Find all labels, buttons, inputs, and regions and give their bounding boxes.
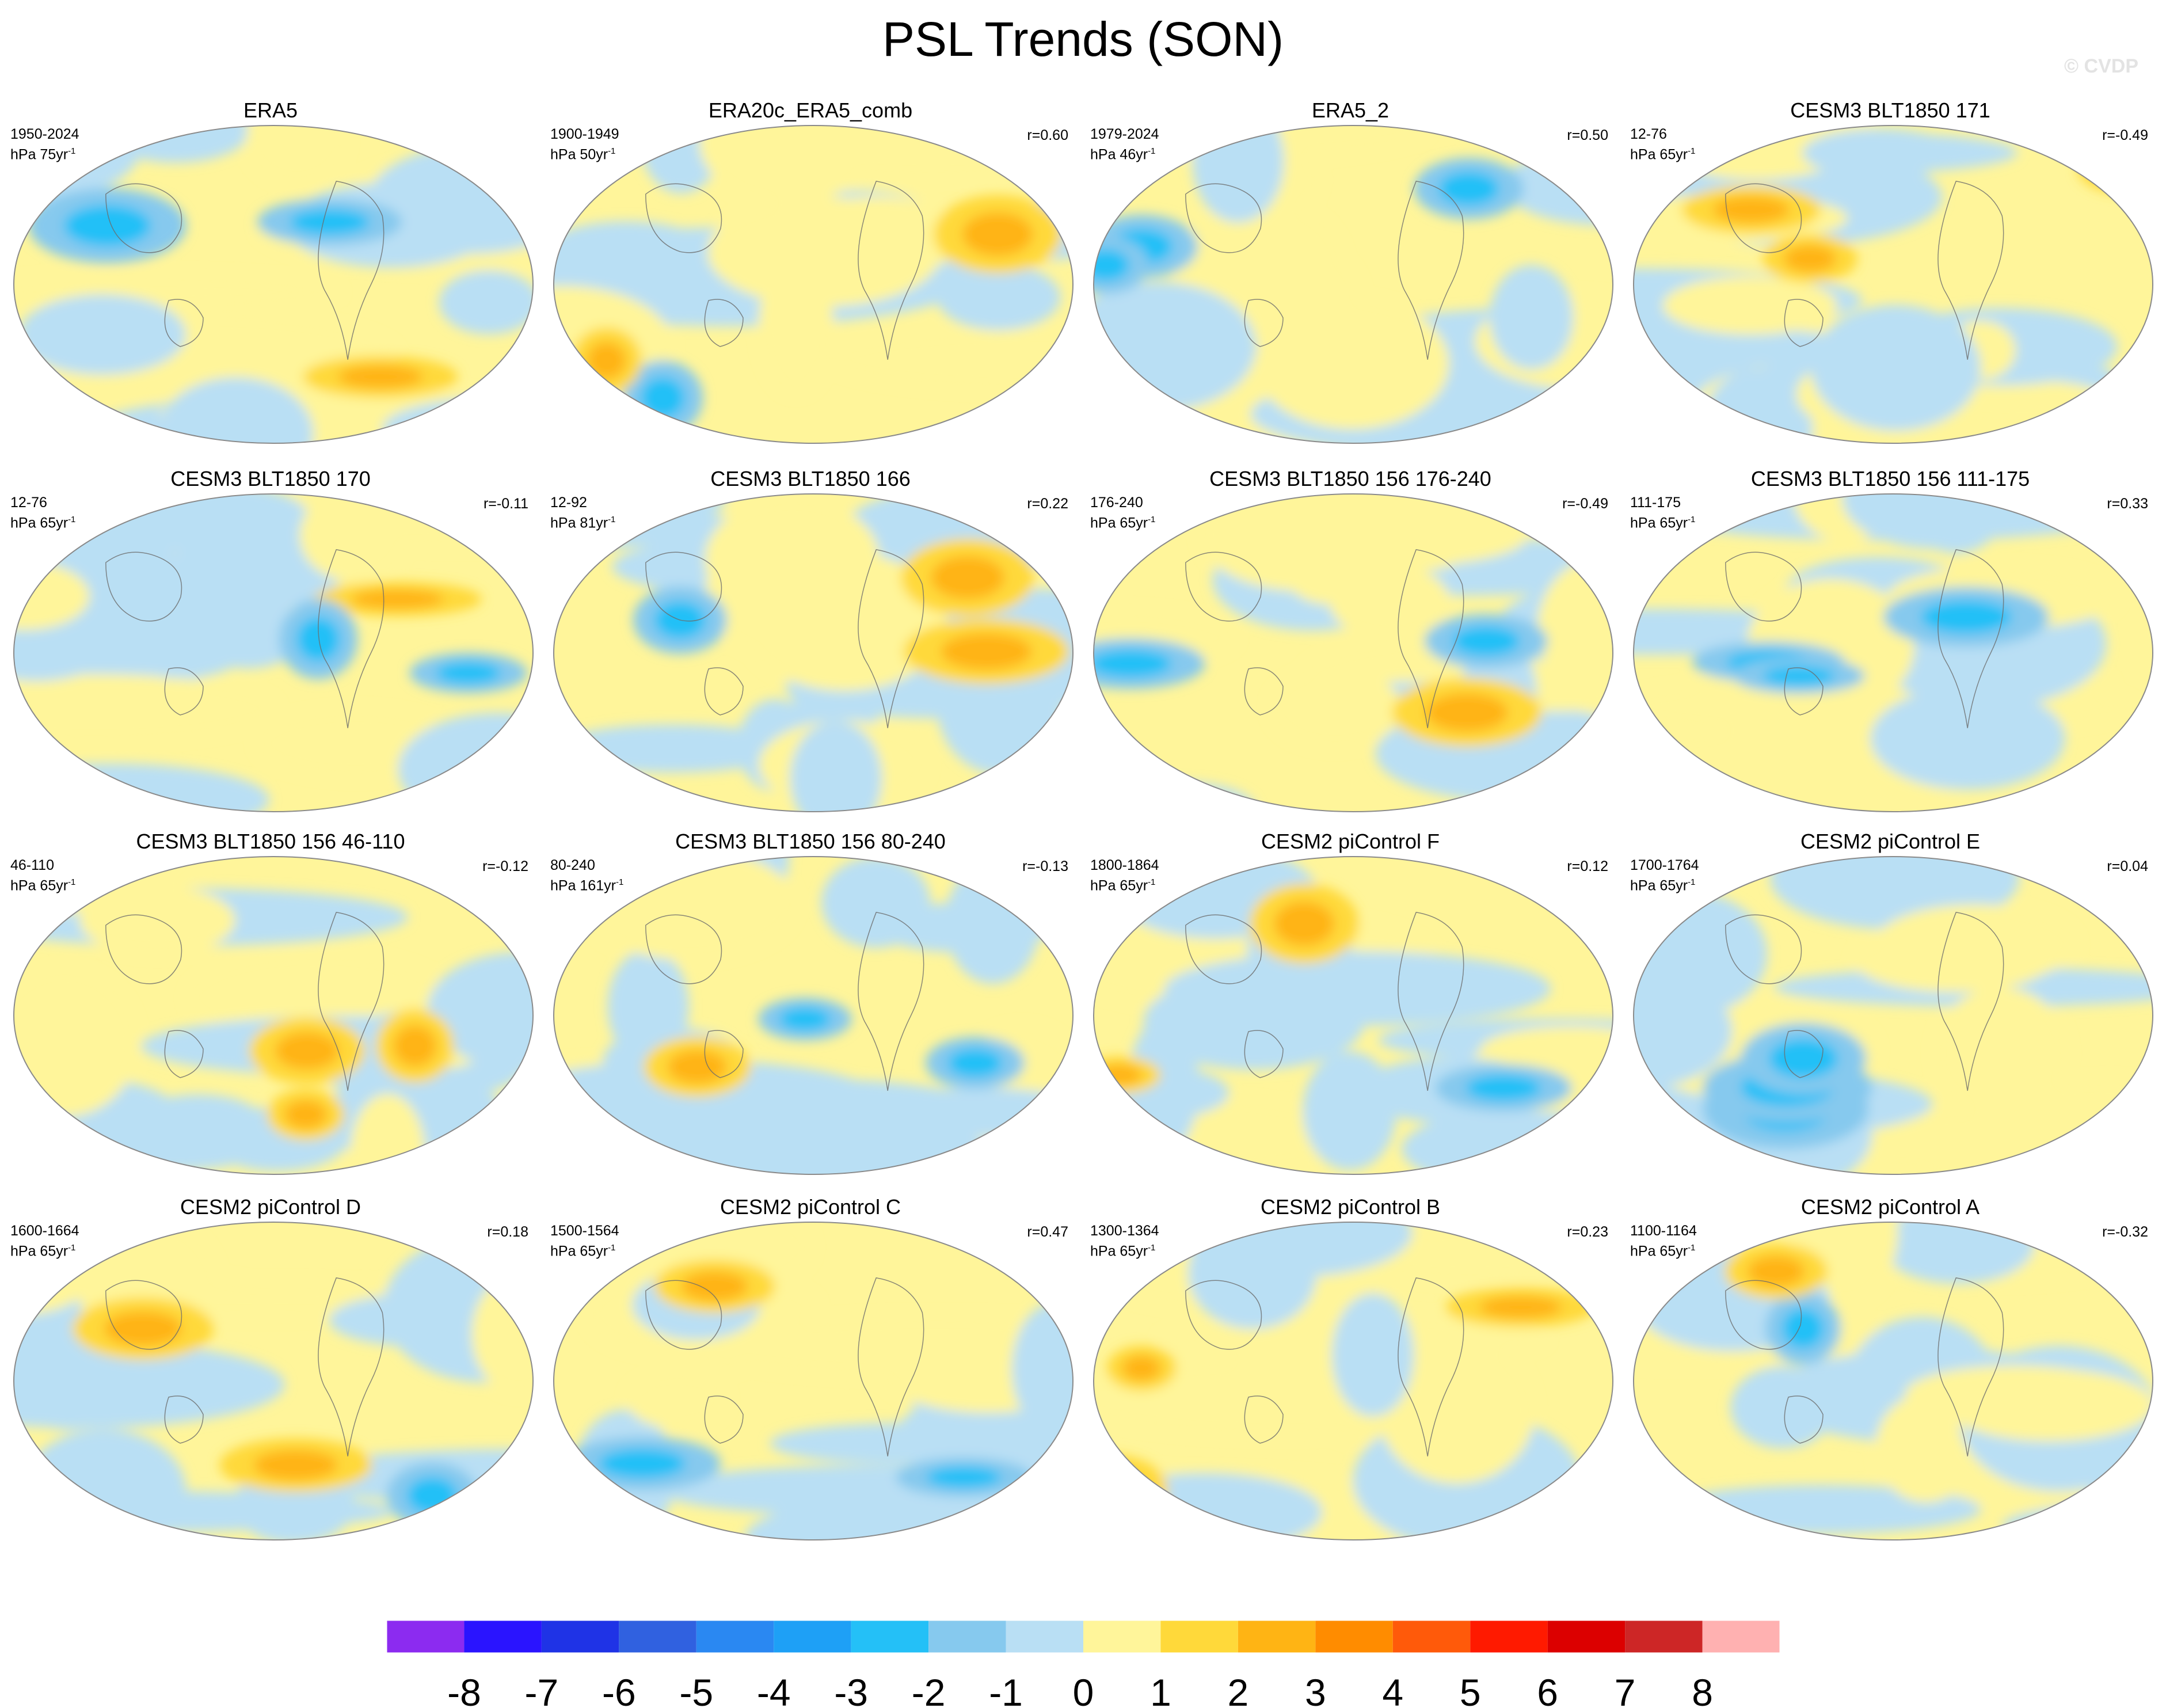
panel-period: 12-76 <box>1630 126 1667 142</box>
map-panel: CESM2 piControl B 1300-1364 hPa 65yr-1 r=0.… <box>1080 1195 1621 1540</box>
panel-correlation: r=0.50 <box>1567 127 1608 143</box>
panel-units: hPa 75yr-1 <box>10 146 76 163</box>
map-panel: CESM3 BLT1850 156 176-240 176-240 hPa 65yr… <box>1080 466 1621 812</box>
panel-title: CESM2 piControl E <box>1800 830 1981 853</box>
map-contour-field <box>13 125 534 444</box>
panel-correlation: r=0.04 <box>2107 858 2148 874</box>
map-contour-field <box>13 856 534 1175</box>
panel-correlation: r=-0.32 <box>2102 1224 2148 1240</box>
panel-title: ERA5 <box>243 98 298 122</box>
panel-period: 1500-1564 <box>550 1223 619 1239</box>
map-panel: CESM2 piControl A 1100-1164 hPa 65yr-1 r=-0… <box>1620 1195 2161 1540</box>
panel-correlation: r=-0.49 <box>1562 496 1608 512</box>
map-panel: ERA5 1950-2024 hPa 75yr-1 <box>0 98 541 444</box>
panel-period: 1900-1949 <box>550 126 619 142</box>
map-contour-field <box>1093 125 1613 444</box>
panel-units: hPa 65yr-1 <box>1090 1243 1156 1260</box>
panel-units: hPa 65yr-1 <box>10 515 76 531</box>
panel-title: CESM3 BLT1850 156 111-175 <box>1750 467 2030 490</box>
map-panel: ERA5_2 1979-2024 hPa 46yr-1 r=0.50 <box>1080 98 1621 444</box>
panel-period: 1800-1864 <box>1090 857 1159 873</box>
panel-period: 1300-1364 <box>1090 1223 1159 1239</box>
panel-period: 176-240 <box>1090 494 1143 511</box>
map-panel: CESM2 piControl D 1600-1664 hPa 65yr-1 r=0.… <box>0 1195 541 1540</box>
map-panel: ERA20c_ERA5_comb 1900-1949 hPa 50yr-1 r=0.6… <box>540 98 1081 444</box>
panel-correlation: r=0.23 <box>1567 1224 1608 1240</box>
panel-period: 1950-2024 <box>10 126 79 142</box>
panel-title: ERA20c_ERA5_comb <box>708 98 913 122</box>
map-contour-field <box>553 1222 1074 1540</box>
map-contour-field <box>553 493 1074 812</box>
panel-correlation: r=0.60 <box>1027 127 1068 143</box>
map-contour-field <box>1633 1222 2153 1540</box>
panel-units: hPa 161yr-1 <box>550 877 624 894</box>
panel-title: CESM2 piControl C <box>720 1195 901 1219</box>
panel-correlation: r=0.33 <box>2107 496 2148 512</box>
map-contour-field <box>1633 493 2153 812</box>
panel-title: CESM2 piControl B <box>1260 1195 1441 1219</box>
map-contour-field <box>1093 493 1613 812</box>
panel-units: hPa 65yr-1 <box>1630 1243 1696 1260</box>
panel-units: hPa 81yr-1 <box>550 515 616 531</box>
panel-correlation: r=-0.13 <box>1022 858 1068 874</box>
panel-period: 1100-1164 <box>1630 1223 1697 1239</box>
panel-units: hPa 65yr-1 <box>10 1243 76 1260</box>
map-panel: CESM2 piControl E 1700-1764 hPa 65yr-1 r=0.… <box>1620 829 2161 1175</box>
map-contour-field <box>553 125 1074 444</box>
panel-title: CESM3 BLT1850 170 <box>170 467 371 490</box>
panel-units: hPa 65yr-1 <box>1630 515 1696 531</box>
map-panel: CESM3 BLT1850 170 12-76 hPa 65yr-1 r=-0.11 <box>0 466 541 812</box>
panel-units: hPa 65yr-1 <box>1630 146 1696 163</box>
panel-period: 1979-2024 <box>1090 126 1159 142</box>
panel-units: hPa 65yr-1 <box>1090 515 1156 531</box>
panel-correlation: r=0.12 <box>1567 858 1608 874</box>
panel-title: CESM3 BLT1850 156 46-110 <box>136 830 405 853</box>
map-contour-field <box>1633 856 2153 1175</box>
panel-correlation: r=0.18 <box>487 1224 528 1240</box>
map-contour-field <box>1093 1222 1613 1540</box>
map-panel: CESM3 BLT1850 156 80-240 80-240 hPa 161yr-… <box>540 829 1081 1175</box>
map-panel: CESM3 BLT1850 166 12-92 hPa 81yr-1 r=0.22 <box>540 466 1081 812</box>
panel-title: CESM3 BLT1850 156 176-240 <box>1209 467 1491 490</box>
panel-period: 12-92 <box>550 494 587 511</box>
figure-title: PSL Trends (SON) <box>882 12 1284 66</box>
panel-units: hPa 65yr-1 <box>550 1243 616 1260</box>
panel-units: hPa 50yr-1 <box>550 146 616 163</box>
map-panel: CESM3 BLT1850 156 111-175 111-175 hPa 65yr… <box>1620 466 2161 812</box>
panel-title: CESM3 BLT1850 166 <box>710 467 911 490</box>
panel-units: hPa 65yr-1 <box>1630 877 1696 894</box>
map-contour-field <box>13 1222 534 1540</box>
panel-units: hPa 65yr-1 <box>1090 877 1156 894</box>
panel-title: ERA5_2 <box>1311 98 1390 122</box>
map-contour-field <box>553 856 1074 1175</box>
panel-title: CESM2 piControl D <box>180 1195 361 1219</box>
panel-units: hPa 46yr-1 <box>1090 146 1156 163</box>
map-contour-field <box>1093 856 1613 1175</box>
panel-correlation: r=0.22 <box>1027 496 1068 512</box>
panel-period: 1600-1664 <box>10 1223 79 1239</box>
panel-period: 1700-1764 <box>1630 857 1699 873</box>
panel-period: 111-175 <box>1630 494 1681 511</box>
panel-correlation: r=-0.12 <box>482 858 528 874</box>
panel-correlation: r=-0.11 <box>483 496 528 512</box>
map-contour-field <box>13 493 534 812</box>
panel-period: 80-240 <box>550 857 595 873</box>
panel-title: CESM3 BLT1850 156 80-240 <box>675 830 946 853</box>
panel-title: CESM2 piControl A <box>1800 1195 1980 1219</box>
panel-correlation: r=-0.49 <box>2102 127 2148 143</box>
map-panel: CESM3 BLT1850 156 46-110 46-110 hPa 65yr-1… <box>0 829 541 1175</box>
panel-title: CESM2 piControl F <box>1261 830 1440 853</box>
panel-period: 46-110 <box>10 857 54 873</box>
panel-period: 12-76 <box>10 494 47 511</box>
panel-title: CESM3 BLT1850 171 <box>1790 98 1990 122</box>
cvdp-watermark: © CVDP <box>2064 55 2138 77</box>
map-panel: CESM2 piControl C 1500-1564 hPa 65yr-1 r=0.… <box>540 1195 1081 1540</box>
map-panel: CESM2 piControl F 1800-1864 hPa 65yr-1 r=0.… <box>1080 829 1621 1175</box>
map-panel: CESM3 BLT1850 171 12-76 hPa 65yr-1 r=-0.49 <box>1620 98 2161 444</box>
panel-units: hPa 65yr-1 <box>10 877 76 894</box>
map-contour-field <box>1633 125 2153 444</box>
panel-correlation: r=0.47 <box>1027 1224 1068 1240</box>
